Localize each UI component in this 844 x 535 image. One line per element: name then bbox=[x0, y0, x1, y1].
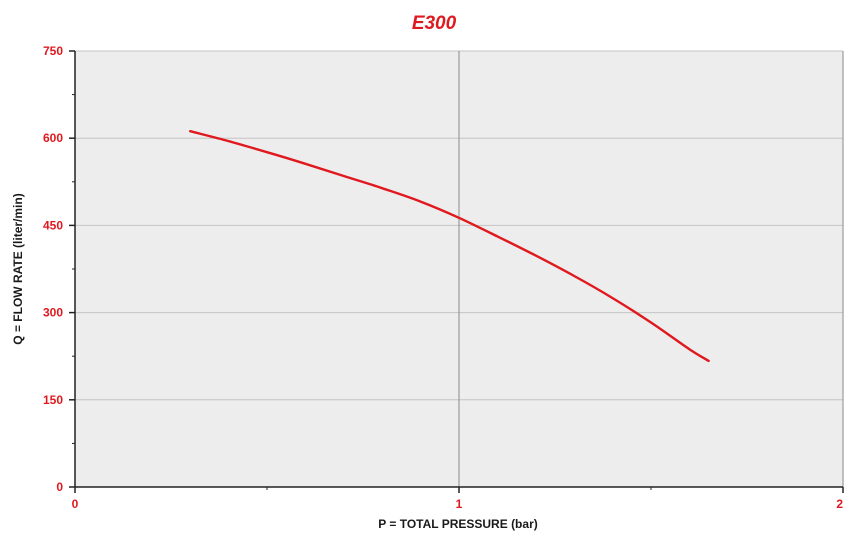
axes bbox=[69, 50, 844, 493]
chart-title: E300 bbox=[412, 13, 457, 34]
x-tick-label: 0 bbox=[72, 497, 79, 511]
data-point bbox=[497, 236, 498, 237]
x-tick-label: 1 bbox=[456, 497, 463, 511]
y-tick-label: 150 bbox=[43, 393, 63, 407]
data-point bbox=[228, 141, 229, 142]
y-tick-label: 300 bbox=[43, 306, 63, 320]
data-point bbox=[420, 201, 421, 202]
x-axis-label: P = TOTAL PRESSURE (bar) bbox=[378, 517, 537, 531]
series-layer bbox=[189, 130, 710, 363]
y-tick-label: 450 bbox=[43, 218, 63, 232]
data-point bbox=[305, 163, 306, 164]
data-point bbox=[708, 360, 709, 361]
tick-labels: 0 150 300 450 600 750 0 1 2 bbox=[43, 44, 843, 511]
data-point bbox=[382, 188, 383, 189]
data-point bbox=[574, 275, 575, 276]
data-point bbox=[458, 217, 459, 218]
y-tick-label: 750 bbox=[43, 44, 63, 58]
series-line bbox=[189, 130, 710, 363]
data-point bbox=[343, 175, 344, 176]
grid-lines bbox=[75, 50, 844, 487]
data-point bbox=[190, 131, 191, 132]
x-tick-label: 2 bbox=[836, 497, 843, 511]
y-tick-label: 0 bbox=[56, 480, 63, 494]
y-tick-label: 600 bbox=[43, 131, 63, 145]
data-point bbox=[535, 255, 536, 256]
data-point bbox=[266, 152, 267, 153]
data-point bbox=[650, 322, 651, 323]
data-point bbox=[689, 349, 690, 350]
y-axis-label: Q = FLOW RATE (liter/min) bbox=[11, 193, 25, 344]
data-point bbox=[612, 297, 613, 298]
